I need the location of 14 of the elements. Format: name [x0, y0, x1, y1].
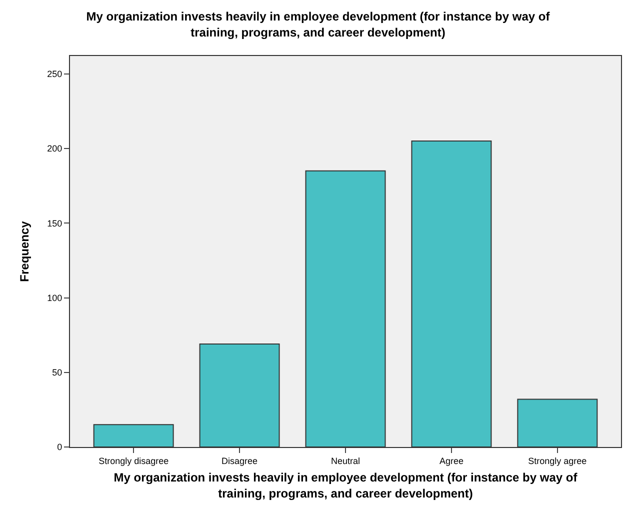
y-tick-label: 250 [47, 69, 62, 80]
x-tick-label: Disagree [222, 456, 258, 466]
x-tick-label: Strongly agree [528, 456, 587, 466]
x-tick-label: Strongly disagree [98, 456, 169, 466]
y-tick-label: 100 [47, 292, 62, 303]
y-tick-label: 50 [52, 368, 62, 378]
y-axis-title: Frequency [17, 220, 32, 282]
y-tick-label: 150 [47, 218, 62, 228]
x-tick-label: Neutral [330, 456, 360, 466]
y-tick-label: 0 [57, 442, 62, 452]
chart-title: My organization invests heavily in employee development (for instance by way of training, programs, and career development) [86, 10, 551, 40]
x-tick-label: Agree [439, 456, 464, 466]
x-axis-title: My organization invests heavily in employee development (for instance by way of training, programs, and career development) [114, 470, 578, 500]
y-tick-label: 200 [47, 144, 62, 154]
